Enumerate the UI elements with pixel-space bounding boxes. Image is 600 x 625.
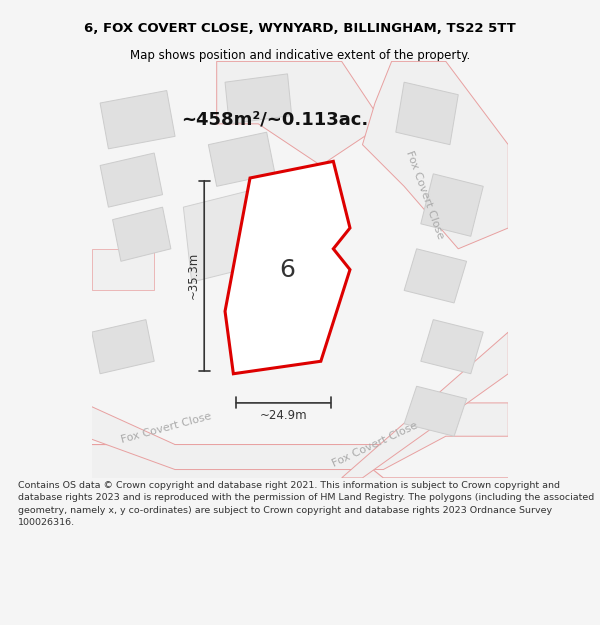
Polygon shape [100, 153, 163, 207]
Polygon shape [404, 386, 467, 436]
Polygon shape [362, 61, 508, 249]
Text: ~458m²/~0.113ac.: ~458m²/~0.113ac. [181, 110, 368, 128]
Polygon shape [208, 132, 275, 186]
Polygon shape [113, 207, 171, 261]
Text: ~24.9m: ~24.9m [260, 409, 307, 422]
Text: ~35.3m: ~35.3m [187, 253, 200, 299]
Text: 6, FOX COVERT CLOSE, WYNYARD, BILLINGHAM, TS22 5TT: 6, FOX COVERT CLOSE, WYNYARD, BILLINGHAM… [84, 22, 516, 34]
Text: 6: 6 [280, 258, 296, 282]
Polygon shape [404, 249, 467, 303]
Polygon shape [225, 161, 350, 374]
Polygon shape [421, 319, 483, 374]
Polygon shape [421, 174, 483, 236]
Polygon shape [217, 61, 383, 166]
Polygon shape [341, 332, 508, 478]
Text: Fox Covert Close: Fox Covert Close [331, 421, 419, 469]
Polygon shape [92, 249, 154, 291]
Text: Fox Covert Close: Fox Covert Close [404, 149, 446, 240]
Polygon shape [184, 186, 275, 282]
Text: Fox Covert Close: Fox Covert Close [121, 411, 213, 445]
Polygon shape [71, 444, 508, 499]
Polygon shape [92, 319, 154, 374]
Text: Map shows position and indicative extent of the property.: Map shows position and indicative extent… [130, 49, 470, 62]
Polygon shape [83, 403, 508, 469]
Polygon shape [100, 91, 175, 149]
Polygon shape [225, 74, 292, 124]
Polygon shape [396, 82, 458, 144]
Text: Contains OS data © Crown copyright and database right 2021. This information is : Contains OS data © Crown copyright and d… [18, 481, 594, 528]
